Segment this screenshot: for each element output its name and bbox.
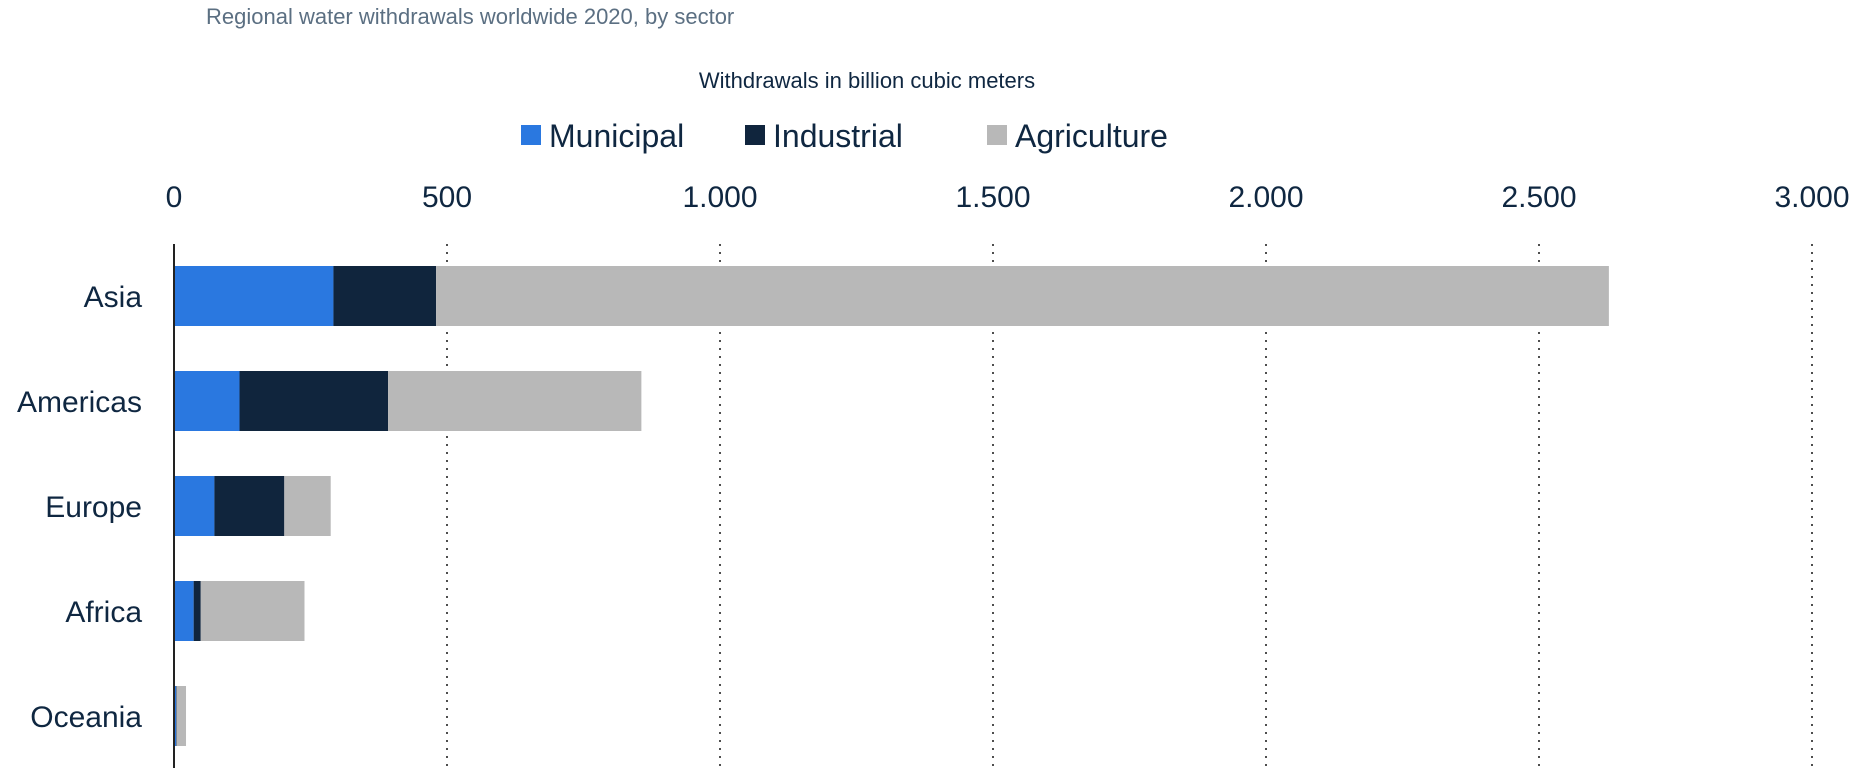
x-tick-label-2500: 2.500 [1501, 181, 1576, 214]
category-label-europe: Europe [45, 491, 142, 524]
x-tick-label-1000: 1.000 [682, 181, 757, 214]
x-tick-label-2000: 2.000 [1228, 181, 1303, 214]
legend-label-agriculture: Agriculture [1015, 118, 1168, 154]
bar-europe-municipal [174, 476, 215, 536]
legend-swatch-agriculture [987, 125, 1007, 145]
legend-item-industrial: Industrial [745, 118, 903, 154]
bar-americas-agriculture [388, 371, 642, 431]
bar-oceania-agriculture [176, 686, 187, 746]
x-tick-label-500: 500 [422, 181, 472, 214]
bar-africa-agriculture [200, 581, 305, 641]
bar-asia-municipal [174, 266, 334, 326]
x-tick-label-1500: 1.500 [955, 181, 1030, 214]
legend-item-agriculture: Agriculture [987, 118, 1168, 154]
bar-oceania-municipal [174, 686, 177, 746]
legend-label-municipal: Municipal [549, 118, 684, 154]
bar-africa-municipal [174, 581, 194, 641]
x-tick-label-3000: 3.000 [1774, 181, 1849, 214]
bar-oceania-industrial [176, 686, 177, 746]
category-label-asia: Asia [84, 281, 143, 314]
x-axis-ticks: 0 500 1.000 1.500 2.000 2.500 3.000 [166, 181, 1850, 214]
legend-label-industrial: Industrial [773, 118, 903, 154]
bar-americas-municipal [174, 371, 240, 431]
bar-asia-industrial [333, 266, 437, 326]
category-label-oceania: Oceania [30, 701, 142, 734]
legend: Municipal Industrial Agriculture [521, 118, 1168, 154]
bar-americas-industrial [239, 371, 389, 431]
category-labels: Asia Americas Europe Africa Oceania [17, 281, 142, 734]
x-tick-label-0: 0 [166, 181, 183, 214]
legend-item-municipal: Municipal [521, 118, 684, 154]
bar-africa-industrial [193, 581, 201, 641]
x-axis-title: Withdrawals in billion cubic meters [699, 68, 1035, 93]
bars [174, 266, 1609, 746]
chart-subtitle: Regional water withdrawals worldwide 202… [206, 4, 734, 29]
legend-swatch-industrial [745, 125, 765, 145]
bar-europe-industrial [214, 476, 285, 536]
bar-asia-agriculture [436, 266, 1609, 326]
category-label-africa: Africa [65, 596, 142, 629]
legend-swatch-municipal [521, 125, 541, 145]
bar-europe-agriculture [284, 476, 331, 536]
category-label-americas: Americas [17, 386, 142, 419]
